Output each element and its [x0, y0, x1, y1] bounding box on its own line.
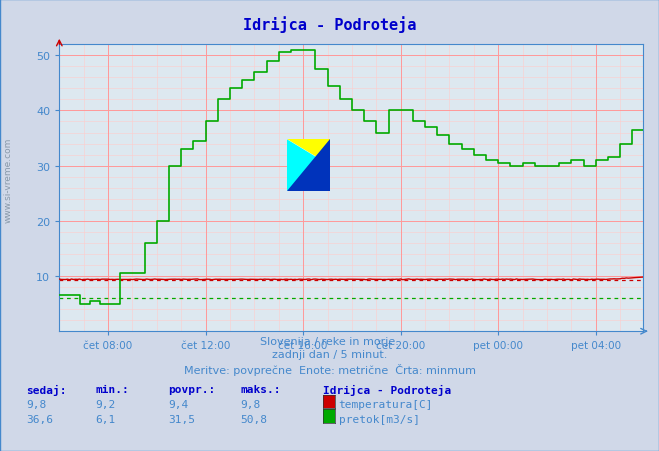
Polygon shape — [287, 140, 330, 192]
Text: 36,6: 36,6 — [26, 414, 53, 424]
Text: 9,8: 9,8 — [241, 399, 261, 409]
Text: Idrijca - Podroteja: Idrijca - Podroteja — [323, 384, 451, 395]
Text: min.:: min.: — [96, 384, 129, 394]
Text: 9,2: 9,2 — [96, 399, 116, 409]
Text: temperatura[C]: temperatura[C] — [339, 399, 433, 409]
Text: 9,4: 9,4 — [168, 399, 188, 409]
Text: povpr.:: povpr.: — [168, 384, 215, 394]
Text: Meritve: povprečne  Enote: metrične  Črta: minmum: Meritve: povprečne Enote: metrične Črta:… — [183, 363, 476, 375]
Text: 9,8: 9,8 — [26, 399, 47, 409]
Text: www.si-vreme.com: www.si-vreme.com — [4, 138, 13, 223]
Polygon shape — [287, 140, 330, 166]
Text: 6,1: 6,1 — [96, 414, 116, 424]
Text: maks.:: maks.: — [241, 384, 281, 394]
Text: Idrijca - Podroteja: Idrijca - Podroteja — [243, 16, 416, 32]
Polygon shape — [287, 140, 330, 192]
Text: sedaj:: sedaj: — [26, 384, 67, 395]
Text: zadnji dan / 5 minut.: zadnji dan / 5 minut. — [272, 350, 387, 359]
Text: 31,5: 31,5 — [168, 414, 195, 424]
Text: pretok[m3/s]: pretok[m3/s] — [339, 414, 420, 424]
Text: 50,8: 50,8 — [241, 414, 268, 424]
Text: Slovenija / reke in morje.: Slovenija / reke in morje. — [260, 336, 399, 346]
